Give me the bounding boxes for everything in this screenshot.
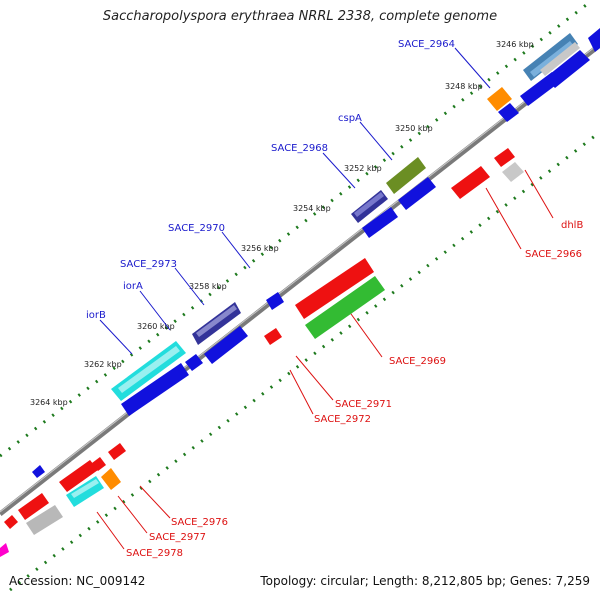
gene-sace-2966[interactable]: [451, 166, 490, 199]
gene-sace-2964[interactable]: [523, 33, 580, 81]
gene-sace-2969[interactable]: [305, 276, 385, 339]
forward-genes: [0, 28, 600, 557]
tick-label: 3264 kbp: [30, 398, 68, 407]
genome-backbone: [0, 43, 600, 516]
gene-sace-2977[interactable]: [66, 476, 104, 507]
tick-label: 3262 kbp: [84, 360, 122, 369]
top-leader-lines: [99, 47, 491, 355]
gene-left-red-b[interactable]: [92, 457, 106, 471]
gene-red-small[interactable]: [494, 148, 515, 167]
map-title: Saccharopolyspora erythraea NRRL 2338, c…: [102, 9, 498, 24]
gene-iorb-b[interactable]: [121, 363, 189, 416]
leader-line: [485, 187, 522, 250]
tick-label: 3250 kbp: [395, 124, 433, 133]
leader-line: [99, 319, 133, 355]
leader-line: [322, 152, 356, 189]
tick-label: 3248 kbp: [445, 82, 483, 91]
gene-sace-2967[interactable]: [398, 177, 436, 210]
tick-label: 3254 kbp: [293, 204, 331, 213]
leader-line: [524, 169, 554, 219]
gene-cspa[interactable]: [386, 157, 426, 194]
gene-label[interactable]: cspA: [338, 113, 362, 124]
gene-label[interactable]: SACE_2972: [314, 414, 371, 425]
reverse-genes: [26, 148, 524, 535]
outer-dotted-track: [0, 0, 591, 458]
tick-label: 3258 kbp: [189, 282, 227, 291]
gene-label[interactable]: SACE_2968: [271, 143, 328, 154]
leader-line: [174, 267, 205, 306]
gene-label[interactable]: SACE_2966: [525, 249, 582, 260]
tick-label: 3252 kbp: [344, 164, 382, 173]
leader-line: [139, 290, 171, 331]
genome-summary-text: Topology: circular; Length: 8,212,805 bp…: [260, 574, 590, 588]
leader-line: [295, 355, 334, 401]
gene-label[interactable]: iorB: [86, 310, 106, 321]
gene-small-blue[interactable]: [498, 103, 519, 122]
gene-sace-2968[interactable]: [351, 190, 388, 223]
leader-line: [139, 485, 171, 519]
gene-sace-2968-b[interactable]: [362, 207, 398, 238]
gene-upper-right-blue[interactable]: [588, 28, 600, 52]
gene-orange[interactable]: [487, 87, 512, 111]
gene-label[interactable]: SACE_2973: [120, 259, 177, 270]
leader-line: [289, 369, 314, 415]
gene-label[interactable]: SACE_2964: [398, 39, 455, 50]
gene-left-red-d[interactable]: [18, 493, 49, 520]
gene-left-red-e[interactable]: [4, 515, 18, 529]
gene-left-small-blue[interactable]: [32, 465, 45, 478]
bottom-leader-lines: [96, 169, 554, 550]
gene-left-magenta[interactable]: [0, 543, 9, 557]
gene-label[interactable]: SACE_2976: [171, 517, 228, 528]
accession-text: Accession: NC_009142: [9, 574, 146, 588]
gene-left-red[interactable]: [59, 460, 98, 492]
genome-backbone-highlight: [0, 42, 600, 513]
gene-left-red-c[interactable]: [108, 443, 126, 460]
leader-line: [454, 47, 491, 89]
gene-sace-2976[interactable]: [101, 468, 121, 490]
gene-sace-2971[interactable]: [264, 328, 282, 345]
tick-label: 3256 kbp: [241, 244, 279, 253]
gene-sace-2963[interactable]: [520, 72, 560, 106]
gene-label[interactable]: SACE_2977: [149, 532, 206, 543]
gene-label[interactable]: SACE_2970: [168, 223, 225, 234]
gene-label[interactable]: iorA: [123, 281, 143, 292]
leader-line: [96, 511, 125, 550]
gene-sace-2973[interactable]: [192, 302, 241, 345]
gene-sace-2970[interactable]: [266, 292, 284, 310]
leader-line: [117, 495, 148, 534]
gene-iora-b[interactable]: [185, 354, 203, 371]
tick-label: 3246 kbp: [496, 40, 534, 49]
gene-iora[interactable]: [204, 326, 248, 364]
leader-line: [345, 306, 383, 358]
gene-label[interactable]: SACE_2971: [335, 399, 392, 410]
gene-label[interactable]: SACE_2978: [126, 548, 183, 559]
gene-dhlb[interactable]: [502, 162, 524, 182]
gene-iorb[interactable]: [111, 341, 186, 401]
gene-label[interactable]: dhlB: [561, 220, 583, 231]
tick-label: 3260 kbp: [137, 322, 175, 331]
gene-sace-2969-red[interactable]: [295, 258, 374, 319]
gene-label[interactable]: SACE_2969: [389, 356, 446, 367]
leader-line: [221, 231, 251, 269]
gene-sace-2978[interactable]: [26, 505, 63, 535]
leader-line: [359, 121, 393, 161]
